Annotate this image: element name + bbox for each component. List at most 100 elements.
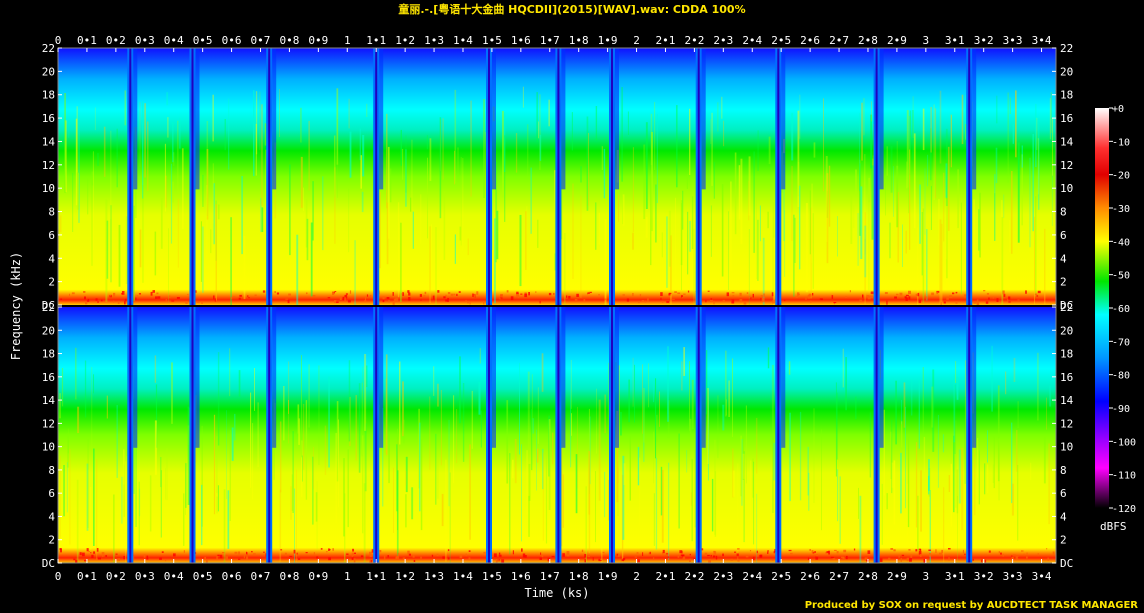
x-tick-label: 1•9 (598, 34, 618, 47)
y-tick-label: 8 (48, 464, 55, 477)
x-tick-label: 2•8 (858, 570, 878, 583)
x-tick-label: 0•7 (251, 570, 271, 583)
y-tick-label: 22 (42, 301, 55, 314)
y-tick-label: DC (42, 557, 55, 570)
y-tick-label: 10 (42, 441, 55, 454)
y-tick-label: 8 (1060, 464, 1067, 477)
x-tick-label: 0•3 (135, 34, 155, 47)
x-tick-label: 0•9 (308, 570, 328, 583)
y-tick-label: 4 (48, 510, 55, 523)
x-tick-label: 2•3 (713, 34, 733, 47)
y-tick-label: 16 (1060, 112, 1073, 125)
x-tick-label: 3•1 (945, 570, 965, 583)
y-tick-label: 16 (42, 371, 55, 384)
x-tick-label: 0•2 (106, 34, 126, 47)
x-tick-label: 2•4 (742, 34, 762, 47)
x-tick-label: 1•9 (598, 570, 618, 583)
x-tick-label: 1•6 (511, 570, 531, 583)
y-tick-label: DC (1060, 557, 1073, 570)
x-tick-label: 0•1 (77, 34, 97, 47)
x-tick-label: 0•5 (193, 34, 213, 47)
x-tick-label: 2•6 (800, 570, 820, 583)
y-tick-label: 2 (48, 276, 55, 289)
x-tick-label: 0•4 (164, 570, 184, 583)
y-tick-label: 14 (42, 394, 56, 407)
x-tick-label: 2•7 (829, 570, 849, 583)
x-tick-label: 1•6 (511, 34, 531, 47)
y-tick-label: 4 (48, 252, 55, 265)
y-tick-label: 14 (1060, 135, 1074, 148)
y-tick-label: 14 (1060, 394, 1074, 407)
colorbar-tick-label: -30 (1112, 204, 1130, 215)
y-tick-label: 16 (42, 112, 55, 125)
y-tick-label: 6 (1060, 487, 1067, 500)
y-tick-label: 8 (48, 206, 55, 219)
colorbar (1095, 108, 1109, 508)
colorbar-tick-label: -100 (1112, 437, 1136, 448)
y-tick-label: 4 (1060, 252, 1067, 265)
y-tick-label: 6 (1060, 229, 1067, 242)
x-tick-label: 2•3 (713, 570, 733, 583)
y-tick-label: 18 (1060, 348, 1073, 361)
x-tick-label: 2•7 (829, 34, 849, 47)
x-tick-label: 0•3 (135, 570, 155, 583)
x-tick-label: 1•4 (453, 570, 473, 583)
y-tick-label: DC (42, 299, 55, 312)
x-tick-label: 3•4 (1032, 570, 1052, 583)
colorbar-tick-label: -40 (1112, 237, 1130, 248)
colorbar-tick-label: -70 (1112, 337, 1130, 348)
channel-2-plot (58, 307, 1056, 563)
x-tick-label: 0•5 (193, 570, 213, 583)
x-tick-label: 1•1 (366, 34, 386, 47)
colorbar-tick-label: -120 (1112, 504, 1136, 515)
colorbar-label: dBFS (1100, 520, 1127, 533)
colorbar-tick-label: -50 (1112, 271, 1130, 282)
x-tick-label: 0•8 (279, 34, 299, 47)
x-tick-label: 2•1 (656, 570, 676, 583)
x-tick-label: 1 (344, 34, 351, 47)
chart-title: 童丽.-.[粤语十大金曲 HQCDII](2015)[WAV].wav: CDD… (398, 3, 746, 16)
y-tick-label: 14 (42, 135, 56, 148)
x-tick-label: 0•6 (222, 570, 242, 583)
x-tick-label: 1•5 (482, 34, 502, 47)
y-tick-label: 8 (1060, 206, 1067, 219)
y-tick-label: 22 (1060, 42, 1073, 55)
colorbar-tick-label: +0 (1112, 104, 1124, 115)
x-tick-label: 2•6 (800, 34, 820, 47)
y-tick-label: 12 (42, 417, 55, 430)
y-tick-label: 12 (42, 159, 55, 172)
x-tick-label: 3•2 (974, 570, 994, 583)
x-tick-label: 1•8 (569, 570, 589, 583)
colorbar-tick-label: -20 (1112, 171, 1130, 182)
x-tick-label: 0•2 (106, 570, 126, 583)
y-tick-label: 6 (48, 487, 55, 500)
y-tick-label: 2 (1060, 276, 1067, 289)
x-tick-label: 3•3 (1003, 570, 1023, 583)
x-tick-label: 3 (923, 570, 930, 583)
x-axis-label: Time (ks) (524, 586, 589, 600)
x-tick-label: 2•9 (887, 570, 907, 583)
x-tick-label: 0•7 (251, 34, 271, 47)
y-tick-label: 12 (1060, 417, 1073, 430)
x-tick-label: 1•2 (395, 570, 415, 583)
x-tick-label: 2•8 (858, 34, 878, 47)
y-tick-label: 4 (1060, 510, 1067, 523)
x-tick-label: 3•4 (1032, 34, 1052, 47)
colorbar-tick-label: -90 (1112, 404, 1130, 415)
x-tick-label: 3 (923, 34, 930, 47)
x-tick-label: 2•1 (656, 34, 676, 47)
y-tick-label: 10 (1060, 441, 1073, 454)
x-tick-label: 3•3 (1003, 34, 1023, 47)
y-tick-label: 16 (1060, 371, 1073, 384)
x-tick-label: 2 (633, 34, 640, 47)
x-tick-label: 1•5 (482, 570, 502, 583)
footer-credit: Produced by SOX on request by AUCDTECT T… (804, 600, 1138, 611)
y-tick-label: 6 (48, 229, 55, 242)
y-tick-label: 2 (48, 534, 55, 547)
x-tick-label: 0•6 (222, 34, 242, 47)
x-tick-label: 0•8 (279, 570, 299, 583)
y-tick-label: 20 (42, 324, 55, 337)
x-tick-label: 1•7 (540, 34, 560, 47)
x-tick-label: 2 (633, 570, 640, 583)
y-tick-label: 22 (1060, 301, 1073, 314)
